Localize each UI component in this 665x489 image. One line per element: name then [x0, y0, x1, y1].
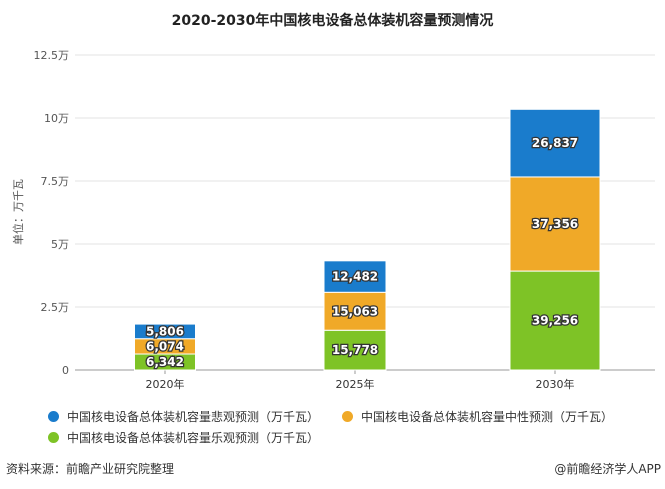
- x-tick-label: 2030年: [536, 377, 575, 391]
- data-label: 39,256: [532, 314, 578, 328]
- y-axis-label: 单位：万千瓦: [11, 179, 25, 245]
- data-label: 5,806: [146, 324, 184, 338]
- bar-segment: [323, 329, 387, 371]
- data-label: 12,482: [332, 270, 378, 284]
- bar-segment: [134, 323, 196, 340]
- data-label: 15,778: [332, 343, 378, 357]
- legend-label: 中国核电设备总体装机容量乐观预测（万千瓦）: [67, 431, 320, 445]
- bar-segment: [509, 270, 601, 371]
- legend-label: 中国核电设备总体装机容量中性预测（万千瓦）: [361, 410, 614, 424]
- legend-marker: [342, 411, 353, 422]
- legend-item-optimistic: 中国核电设备总体装机容量乐观预测（万千瓦）: [48, 429, 319, 446]
- y-tick-label: 5万: [51, 238, 69, 251]
- data-label: 6,342: [146, 355, 184, 369]
- legend-marker: [48, 411, 59, 422]
- bar-segment: [323, 260, 387, 293]
- legend-item-pessimistic: 中国核电设备总体装机容量悲观预测（万千瓦）: [48, 408, 319, 425]
- x-tick-label: 2020年: [146, 377, 185, 391]
- bar-segment: [509, 176, 601, 272]
- bar-segment: [509, 108, 601, 178]
- y-tick-label: 2.5万: [41, 301, 70, 314]
- data-label: 6,074: [146, 339, 184, 353]
- source-note: 资料来源：前瞻产业研究院整理: [6, 462, 175, 476]
- y-tick-label: 0: [62, 364, 69, 377]
- y-tick-label: 7.5万: [41, 175, 70, 188]
- data-label: 26,837: [532, 136, 578, 150]
- y-tick-label: 10万: [44, 112, 69, 125]
- legend-marker: [48, 432, 59, 443]
- bar-segment: [323, 291, 387, 331]
- legend-item-neutral: 中国核电设备总体装机容量中性预测（万千瓦）: [342, 408, 613, 425]
- credit: @前瞻经济学人APP: [554, 462, 661, 476]
- data-label: 15,063: [332, 304, 378, 318]
- data-label: 37,356: [532, 217, 578, 231]
- x-tick-label: 2025年: [336, 377, 375, 391]
- y-tick-label: 12.5万: [34, 49, 70, 62]
- legend-label: 中国核电设备总体装机容量悲观预测（万千瓦）: [67, 410, 320, 424]
- chart-title: 2020-2030年中国核电设备总体装机容量预测情况: [171, 13, 494, 29]
